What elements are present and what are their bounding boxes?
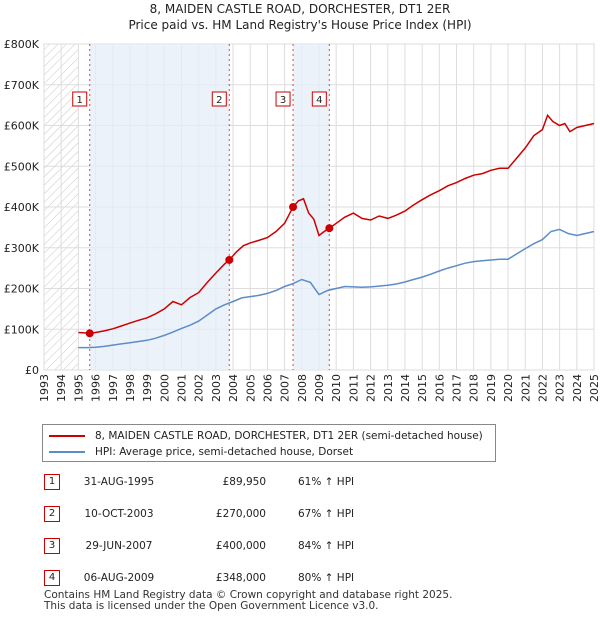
- legend-item-property: 8, MAIDEN CASTLE ROAD, DORCHESTER, DT1 2…: [49, 428, 483, 444]
- sale-number-badge: 1: [44, 474, 60, 490]
- legend: 8, MAIDEN CASTLE ROAD, DORCHESTER, DT1 2…: [42, 424, 496, 462]
- x-tick-label: 2011: [347, 374, 360, 402]
- sale-number-badge: 3: [44, 538, 60, 554]
- sale-label-box-2: [211, 91, 227, 107]
- legend-label-property: 8, MAIDEN CASTLE ROAD, DORCHESTER, DT1 2…: [95, 430, 483, 442]
- x-tick-label: 2009: [313, 374, 326, 402]
- sale-point-4: [325, 224, 334, 233]
- x-tick-label: 2012: [365, 374, 378, 402]
- sale-price: £400,000: [215, 540, 266, 552]
- x-tick-label: 2013: [382, 374, 395, 402]
- sale-label-4: 4: [316, 95, 322, 106]
- x-tick-label: 1999: [141, 374, 154, 402]
- legend-swatch-property: [49, 435, 85, 437]
- sale-number-badge: 4: [44, 570, 60, 586]
- x-tick-label: 2016: [433, 374, 446, 402]
- sale-label-box-4: [311, 91, 327, 107]
- sale-date: 10-OCT-2003: [84, 508, 154, 520]
- chart-subtitle: Price paid vs. HM Land Registry's House …: [128, 18, 471, 32]
- x-tick-label: 2021: [519, 374, 532, 402]
- x-tick-label: 1998: [124, 374, 137, 402]
- x-tick-label: 2004: [227, 374, 240, 402]
- sale-label-3: 3: [280, 95, 286, 106]
- y-axis-ticks: £0 £100K £200K £300K £400K £500K £600K £700K £80…: [4, 38, 40, 377]
- sale-hpi-change: 67% ↑ HPI: [298, 508, 355, 520]
- sale-number-badge: 2: [44, 506, 60, 522]
- y-tick-label: £700K: [4, 79, 40, 92]
- sale-markers: 1 2 3 4: [72, 91, 334, 338]
- x-tick-label: 2024: [571, 374, 584, 402]
- x-tick-label: 1994: [55, 374, 68, 402]
- footer-line-2: This data is licensed under the Open Gov…: [44, 600, 379, 612]
- sale-hpi-change: 84% ↑ HPI: [298, 540, 355, 552]
- y-tick-label: £200K: [4, 283, 40, 296]
- sale-point-3: [289, 203, 298, 211]
- y-tick-label: £800K: [4, 38, 40, 51]
- sale-date: 31-AUG-1995: [83, 476, 155, 488]
- sale-label-box-3: [275, 91, 291, 107]
- sale-date: 29-JUN-2007: [85, 540, 153, 552]
- x-tick-label: 2003: [210, 374, 223, 402]
- sale-row-1: 1 31-AUG-1995 £89,950 61% ↑ HPI: [44, 474, 384, 490]
- sale-label-1: 1: [77, 95, 83, 106]
- x-tick-label: 2002: [193, 374, 206, 402]
- footer-line-1: Contains HM Land Registry data © Crown c…: [44, 589, 453, 601]
- x-tick-label: 2006: [261, 374, 274, 402]
- y-tick-label: £400K: [4, 201, 40, 214]
- price-chart: 8, MAIDEN CASTLE ROAD, DORCHESTER, DT1 2…: [4, 2, 600, 402]
- x-tick-label: 1996: [90, 374, 103, 402]
- y-tick-label: £300K: [4, 242, 40, 255]
- sale-label-box-1: [72, 91, 88, 107]
- x-tick-label: 2000: [158, 374, 171, 402]
- sale-row-4: 4 06-AUG-2009 £348,000 80% ↑ HPI: [44, 570, 384, 586]
- sale-point-1: [85, 329, 94, 338]
- legend-swatch-hpi: [49, 451, 85, 453]
- x-tick-label: 2019: [485, 374, 498, 402]
- hpi-line: [78, 228, 595, 349]
- sale-row-2: 2 10-OCT-2003 £270,000 67% ↑ HPI: [44, 506, 384, 522]
- sale-label-2: 2: [216, 95, 222, 106]
- sale-price: £89,950: [222, 476, 266, 488]
- x-tick-label: 2023: [554, 374, 567, 402]
- x-tick-label: 2017: [451, 374, 464, 402]
- y-tick-label: £0: [25, 364, 39, 377]
- sale-price: £270,000: [215, 508, 266, 520]
- x-tick-label: 2020: [502, 374, 515, 402]
- x-axis-ticks: 1993 1994 1995 1996 1997 1998 1999 2000 2001 2002…: [38, 374, 600, 402]
- x-tick-label: 1995: [72, 374, 85, 402]
- x-tick-label: 2015: [416, 374, 429, 402]
- x-tick-label: 1993: [38, 374, 51, 402]
- sale-date: 06-AUG-2009: [83, 572, 155, 584]
- x-tick-label: 2010: [330, 374, 343, 402]
- sale-price: £348,000: [215, 572, 266, 584]
- sale-row-3: 3 29-JUN-2007 £400,000 84% ↑ HPI: [44, 538, 384, 554]
- chart-title: 8, MAIDEN CASTLE ROAD, DORCHESTER, DT1 2…: [150, 2, 451, 16]
- sale-hpi-change: 80% ↑ HPI: [298, 572, 355, 584]
- x-tick-label: 2008: [296, 374, 309, 402]
- y-tick-label: £600K: [4, 120, 40, 133]
- x-tick-label: 2022: [536, 374, 549, 402]
- sale-hpi-change: 61% ↑ HPI: [298, 476, 355, 488]
- y-tick-label: £100K: [4, 323, 40, 336]
- x-tick-label: 1997: [107, 374, 120, 402]
- x-tick-label: 2025: [588, 374, 600, 402]
- y-tick-label: £500K: [4, 160, 40, 173]
- x-tick-label: 2005: [244, 374, 257, 402]
- sale-span-1-2: [89, 44, 230, 370]
- sale-point-2: [225, 255, 234, 264]
- x-tick-label: 2018: [468, 374, 481, 402]
- legend-item-hpi: HPI: Average price, semi-detached house,…: [49, 444, 353, 460]
- x-tick-label: 2014: [399, 374, 412, 402]
- x-tick-label: 2001: [176, 374, 189, 402]
- x-tick-label: 2007: [279, 374, 292, 402]
- legend-label-hpi: HPI: Average price, semi-detached house,…: [95, 446, 354, 458]
- footer-attribution: Contains HM Land Registry data © Crown c…: [44, 590, 452, 612]
